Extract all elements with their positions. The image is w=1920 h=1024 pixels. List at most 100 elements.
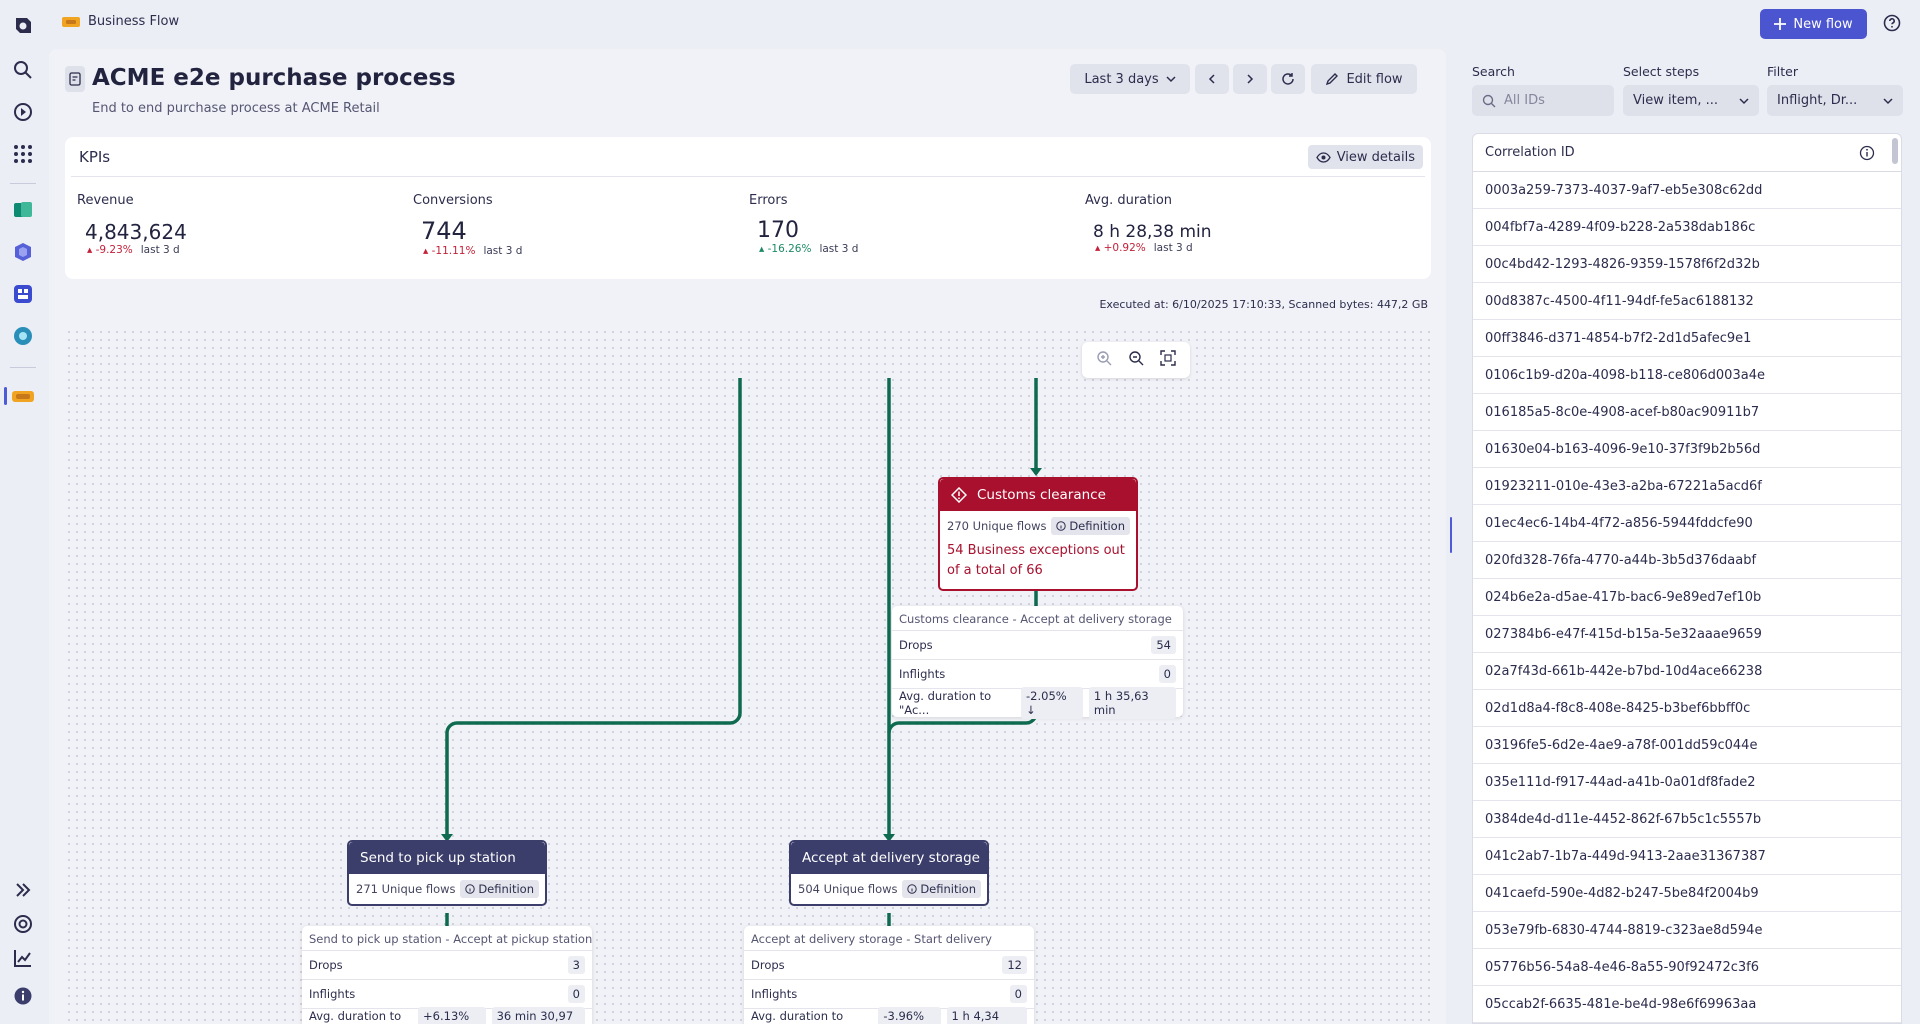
chart-icon[interactable] [11, 946, 35, 970]
warning-diamond-icon [951, 487, 967, 503]
arrow-delivery [883, 834, 895, 842]
kpi-value: 8 h 28,38 min [1093, 222, 1212, 242]
kpi-trend: ▴ -11.11% [423, 245, 476, 257]
search-icon[interactable] [11, 58, 35, 82]
chevron-right-icon [1247, 74, 1254, 84]
kubernetes-app-icon[interactable] [11, 324, 35, 348]
table-header[interactable]: Correlation ID [1473, 134, 1901, 172]
select-steps-label: Select steps [1623, 64, 1700, 79]
table-row[interactable]: 00c4bd42-1293-4826-9359-1578f6f2d32b [1473, 246, 1901, 283]
edit-flow-button[interactable]: Edit flow [1311, 64, 1417, 94]
refresh-button[interactable] [1271, 64, 1305, 94]
table-row[interactable]: 01ec4ec6-14b4-4f72-a856-5944fddcfe90 [1473, 505, 1901, 542]
edge-card-pickup[interactable]: Send to pick up station - Accept at pick… [302, 926, 592, 1024]
kpi-card-title: KPIs [79, 148, 111, 166]
help-icon[interactable] [1883, 14, 1901, 36]
table-row[interactable]: 03196fe5-6d2e-4ae9-a78f-001dd59c044e [1473, 727, 1901, 764]
filter-dropdown[interactable]: Inflight, Dr... [1767, 85, 1903, 116]
apps-grid-icon[interactable] [11, 142, 35, 166]
support-icon[interactable] [11, 912, 35, 936]
edge-title: Send to pick up station - Accept at pick… [309, 932, 592, 946]
infrastructure-app-icon[interactable] [11, 240, 35, 264]
table-row[interactable]: 02a7f43d-661b-442e-b7bd-10d4ace66238 [1473, 653, 1901, 690]
business-flow-app-icon[interactable] [11, 384, 35, 408]
next-timeframe-button[interactable] [1233, 64, 1267, 94]
definition-badge[interactable]: Definition [1051, 517, 1130, 535]
table-row[interactable]: 00d8387c-4500-4f11-94df-fe5ac6188132 [1473, 283, 1901, 320]
timeframe-selector[interactable]: Last 3 days [1070, 64, 1190, 94]
kpi-conversions[interactable]: Conversions 744 ▴ -11.11% last 3 d [413, 193, 522, 257]
table-row[interactable]: 020fd328-76fa-4770-a44b-3b5d376daabf [1473, 542, 1901, 579]
kpi-errors[interactable]: Errors 170 ▴ -16.26% last 3 d [749, 193, 858, 255]
table-row[interactable]: 016185a5-8c0e-4908-acef-b80ac90911b7 [1473, 394, 1901, 431]
table-row[interactable]: 05ccab2f-6635-481e-be4d-98e6f69963aa [1473, 986, 1901, 1023]
expand-rail-icon[interactable] [11, 878, 35, 902]
plus-icon [1774, 18, 1787, 30]
table-row[interactable]: 0384de4d-d11e-4452-862f-67b5c1c5557b [1473, 801, 1901, 838]
kpi-label: Revenue [77, 193, 134, 208]
table-scrollbar[interactable] [1892, 138, 1898, 164]
arrow-down-icon: ↓ [1026, 703, 1036, 717]
info-icon[interactable] [11, 984, 35, 1008]
table-row[interactable]: 053e79fb-6830-4744-8819-c323ae8d594e [1473, 912, 1901, 949]
trend-chip: -3.96% ↓ [878, 1007, 941, 1024]
table-row[interactable]: 041c2ab7-1b7a-449d-9413-2aae31367387 [1473, 838, 1901, 875]
table-row[interactable]: 004fbf7a-4289-4f09-b228-2a538dab186c [1473, 209, 1901, 246]
table-row[interactable]: 01923211-010e-43e3-a2ba-67221a5acd6f [1473, 468, 1901, 505]
info-icon[interactable] [1859, 145, 1875, 161]
app-title[interactable]: Business Flow [62, 14, 179, 29]
filter-label: Filter [1767, 64, 1798, 79]
previous-timeframe-button[interactable] [1195, 64, 1229, 94]
table-row[interactable]: 02d1d8a4-f8c8-408e-8425-b3bef6bbff0c [1473, 690, 1901, 727]
table-row[interactable]: 05776b56-54a8-4e46-8a55-90f92472c3f6 [1473, 949, 1901, 986]
node-title: Customs clearance [977, 487, 1106, 503]
view-details-button[interactable]: View details [1307, 145, 1423, 169]
definition-badge[interactable]: Definition [460, 880, 539, 898]
kpi-card: KPIs View details Revenue 4,843,624 ▴ -9… [65, 137, 1431, 279]
executed-info: Executed at: 6/10/2025 17:10:33, Scanned… [1099, 298, 1428, 311]
table-row[interactable]: 0003a259-7373-4037-9af7-eb5e308c62dd [1473, 172, 1901, 209]
zoom-out-icon[interactable] [1128, 350, 1144, 370]
edge-row-avg-duration: Avg. duration to "Sta...-3.96% ↓1 h 4,34… [744, 1007, 1034, 1024]
table-row[interactable]: 0106c1b9-d20a-4098-b118-ce806d003a4e [1473, 357, 1901, 394]
kpi-period: last 3 d [483, 245, 523, 257]
new-flow-button[interactable]: New flow [1760, 9, 1867, 39]
table-row[interactable]: 01630e04-b163-4096-9e10-37f3f9b2b56d [1473, 431, 1901, 468]
node-title: Accept at delivery storage [802, 850, 980, 866]
app-name-label: Business Flow [88, 14, 180, 29]
table-row[interactable]: 027384b6-e47f-415d-b15a-5e32aaae9659 [1473, 616, 1901, 653]
flow-canvas[interactable]: Customs clearance 270 Unique flows Defin… [65, 328, 1435, 1024]
timeframe-label: Last 3 days [1084, 71, 1159, 87]
dynatrace-logo-icon[interactable] [11, 14, 35, 38]
dashboards-app-icon[interactable] [11, 282, 35, 306]
table-row[interactable]: 024b6e2a-d5ae-417b-bac6-9e89ed7ef10b [1473, 579, 1901, 616]
node-customs-clearance[interactable]: Customs clearance 270 Unique flows Defin… [938, 477, 1138, 591]
node-accept-delivery-storage[interactable]: Accept at delivery storage 504 Unique fl… [789, 840, 989, 906]
zoom-in-icon[interactable] [1096, 350, 1112, 370]
trend-chip: -2.05% ↓ [1021, 687, 1083, 719]
edge-row-drops: Drops 12 [744, 950, 1034, 979]
edge-card-delivery[interactable]: Accept at delivery storage - Start deliv… [744, 926, 1034, 1024]
select-steps-dropdown[interactable]: View item, ... [1623, 85, 1759, 116]
edge-card-customs[interactable]: Customs clearance - Accept at delivery s… [892, 606, 1183, 719]
fit-to-screen-icon[interactable] [1160, 350, 1176, 370]
search-input[interactable]: All IDs [1472, 85, 1614, 116]
kpi-avg-duration[interactable]: Avg. duration 8 h 28,38 min ▴ +0.92% last… [1085, 193, 1212, 254]
edge-title: Accept at delivery storage - Start deliv… [751, 932, 992, 946]
new-flow-label: New flow [1793, 16, 1853, 32]
search-placeholder: All IDs [1504, 93, 1545, 108]
node-send-to-pickup[interactable]: Send to pick up station 271 Unique flows… [347, 840, 547, 906]
table-row[interactable]: 041caefd-590e-4d82-b247-5be84f2004b9 [1473, 875, 1901, 912]
table-row[interactable]: 00ff3846-d371-4854-b7f2-2d1d5afec9e1 [1473, 320, 1901, 357]
view-details-label: View details [1336, 149, 1415, 165]
info-icon [465, 884, 476, 894]
panel-resize-handle[interactable] [1450, 517, 1452, 553]
kpi-value: 744 [421, 217, 467, 245]
edit-flow-label: Edit flow [1346, 71, 1403, 87]
business-flow-icon [62, 16, 80, 27]
definition-badge[interactable]: Definition [902, 880, 981, 898]
notebooks-app-icon[interactable] [11, 198, 35, 222]
table-row[interactable]: 035e111d-f917-44ad-a41b-0a01df8fade2 [1473, 764, 1901, 801]
workflow-play-icon[interactable] [11, 100, 35, 124]
kpi-revenue[interactable]: Revenue 4,843,624 ▴ -9.23% last 3 d [77, 193, 187, 256]
